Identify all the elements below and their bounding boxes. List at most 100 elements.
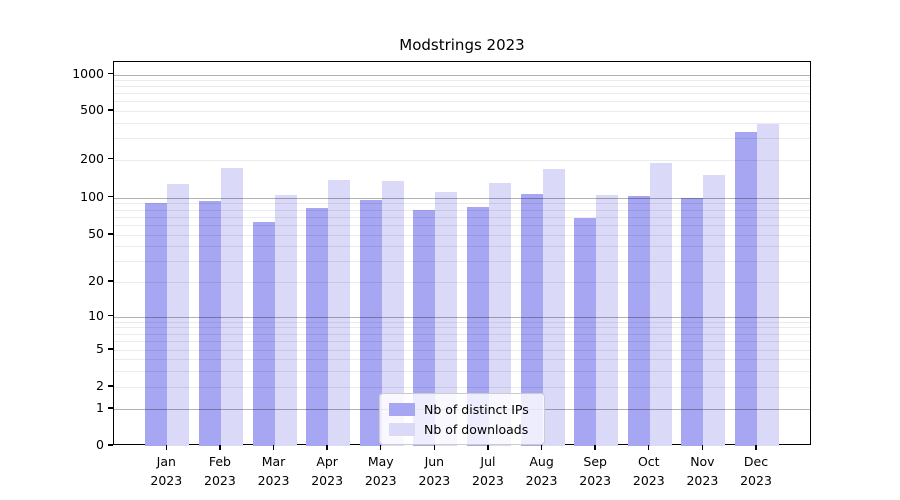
- gridline-minor: [114, 225, 810, 227]
- bar-downloads-jul: [488, 183, 511, 446]
- legend-label-distinct-ips: Nb of distinct IPs: [424, 401, 529, 417]
- x-axis-tick: [326, 445, 328, 450]
- bar-distinct-ips-jan: [145, 203, 168, 446]
- x-tick-year: 2023: [472, 473, 504, 488]
- x-tick-year: 2023: [150, 473, 183, 488]
- y-axis-tick: [107, 73, 113, 75]
- y-tick-label: 500: [80, 102, 104, 117]
- bar-distinct-ips-apr: [306, 207, 329, 446]
- x-axis-tick: [701, 445, 704, 450]
- y-axis-tick: [107, 444, 113, 446]
- legend-swatch-downloads-icon: [389, 422, 415, 436]
- x-tick-month: Jul: [480, 454, 496, 469]
- gridline-minor: [114, 327, 810, 329]
- x-tick-month: May: [367, 454, 394, 469]
- gridline-minor: [114, 86, 810, 88]
- gridline-minor: [114, 282, 810, 283]
- y-axis-tick: [107, 315, 113, 317]
- legend-item-distinct-ips: Nb of distinct IPs: [389, 399, 535, 419]
- gridline-minor: [114, 138, 810, 140]
- x-axis-tick: [648, 445, 650, 450]
- bar-downloads-may: [381, 181, 404, 446]
- x-axis-tick: [272, 445, 275, 450]
- y-tick-label: 5: [96, 341, 104, 356]
- bar-distinct-ips-dec: [735, 131, 757, 446]
- plot-area: [113, 61, 811, 446]
- bar-downloads-aug: [542, 169, 565, 446]
- gridline-minor: [114, 209, 810, 211]
- bar-distinct-ips-jun: [413, 209, 436, 446]
- x-tick-month: Jan: [156, 454, 176, 469]
- x-axis-tick: [380, 445, 382, 450]
- legend-item-downloads: Nb of downloads: [389, 419, 535, 439]
- x-axis-tick: [165, 445, 167, 450]
- y-axis-tick: [107, 195, 113, 198]
- gridline-minor: [114, 350, 810, 351]
- gridline-major: [114, 197, 810, 199]
- bar-downloads-dec: [757, 124, 779, 446]
- bar-distinct-ips-aug: [520, 193, 543, 446]
- bar-downloads-feb: [220, 168, 243, 446]
- x-tick-label: Mar 2023: [242, 452, 306, 490]
- bar-downloads-mar: [274, 194, 297, 446]
- gridline-minor: [114, 387, 810, 388]
- bar-distinct-ips-jul: [466, 206, 489, 446]
- gridline-minor: [114, 122, 810, 124]
- x-tick-month: Feb: [208, 454, 231, 469]
- chart-title: Modstrings 2023: [399, 36, 525, 54]
- x-tick-year: 2023: [686, 473, 719, 488]
- bar-distinct-ips-may: [359, 199, 382, 446]
- x-tick-year: 2023: [257, 473, 290, 488]
- gridline-minor: [114, 216, 810, 218]
- y-tick-label: 1000: [72, 65, 104, 81]
- y-axis-tick: [107, 158, 113, 160]
- x-tick-month: Apr: [316, 454, 338, 469]
- x-axis-tick: [540, 445, 543, 450]
- gridline-major: [114, 74, 810, 76]
- x-tick-label: Feb 2023: [188, 452, 252, 490]
- x-tick-label: Jan 2023: [134, 452, 198, 490]
- gridline-minor: [114, 341, 810, 343]
- gridline-major: [114, 316, 810, 318]
- x-tick-month: Mar: [261, 454, 286, 469]
- x-tick-month: Oct: [637, 454, 660, 469]
- gridline-minor: [114, 159, 810, 161]
- bar-downloads-oct: [649, 163, 672, 446]
- gridline-minor: [114, 261, 810, 263]
- bar-downloads-jan: [167, 184, 190, 446]
- x-tick-label: Aug 2023: [510, 452, 574, 490]
- y-axis-tick: [107, 233, 113, 235]
- x-tick-month: Sep: [583, 454, 607, 469]
- x-tick-year: 2023: [418, 473, 451, 488]
- x-tick-label: Jul 2023: [456, 452, 520, 490]
- y-tick-label: 100: [80, 188, 104, 204]
- gridline-minor: [114, 333, 810, 335]
- bar-downloads-apr: [328, 179, 351, 446]
- gridline-minor: [114, 246, 810, 248]
- y-tick-label: 1: [96, 400, 104, 415]
- gridline-minor: [114, 93, 810, 95]
- x-tick-year: 2023: [204, 473, 236, 488]
- x-tick-month: Aug: [529, 454, 554, 469]
- y-tick-label: 200: [80, 150, 104, 166]
- x-axis-tick: [755, 445, 757, 450]
- gridline-minor: [114, 203, 810, 205]
- x-tick-year: 2023: [632, 473, 665, 488]
- y-tick-label: 2: [96, 378, 104, 393]
- x-tick-label: Dec 2023: [724, 452, 788, 490]
- x-tick-month: Dec: [743, 454, 769, 469]
- y-tick-label: 0: [96, 437, 104, 452]
- gridline-minor: [114, 235, 810, 236]
- x-tick-month: Jun: [424, 454, 445, 469]
- gridline-minor: [114, 359, 810, 360]
- y-axis-tick: [107, 385, 113, 387]
- x-tick-year: 2023: [525, 473, 558, 488]
- x-tick-month: Nov: [690, 454, 715, 469]
- bar-downloads-sep: [596, 195, 619, 446]
- bar-downloads-nov: [703, 175, 726, 446]
- gridline-minor: [114, 370, 810, 372]
- bar-downloads-jun: [435, 191, 458, 446]
- y-tick-label: 20: [88, 273, 104, 288]
- gridline-minor: [114, 321, 810, 323]
